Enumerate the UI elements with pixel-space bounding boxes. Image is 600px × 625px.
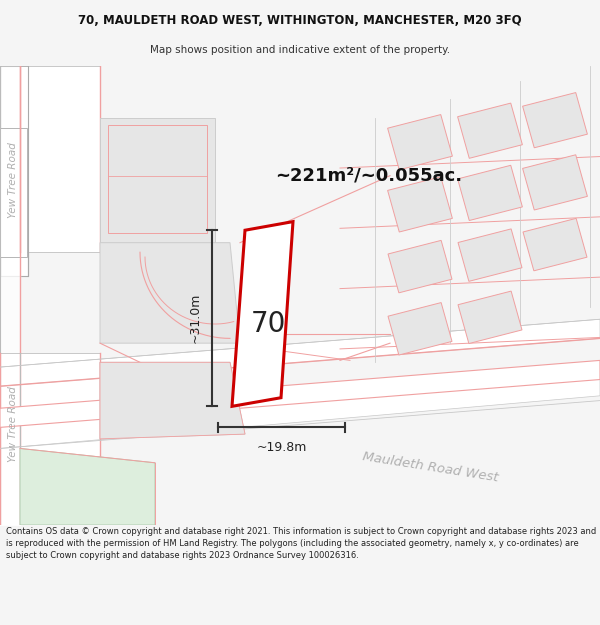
Polygon shape <box>523 92 587 148</box>
Polygon shape <box>0 377 600 449</box>
Polygon shape <box>232 222 293 406</box>
Text: ~31.0m: ~31.0m <box>189 293 202 344</box>
Text: Yew Tree Road: Yew Tree Road <box>8 142 18 218</box>
Polygon shape <box>0 66 28 276</box>
Polygon shape <box>100 242 240 343</box>
Text: 70: 70 <box>250 310 286 338</box>
Polygon shape <box>523 218 587 271</box>
Polygon shape <box>100 118 215 242</box>
Polygon shape <box>100 362 245 439</box>
Polygon shape <box>20 66 100 253</box>
Polygon shape <box>0 352 100 525</box>
Polygon shape <box>100 362 245 439</box>
Text: Mauldeth Road West: Mauldeth Road West <box>361 451 499 485</box>
Polygon shape <box>388 302 452 355</box>
Polygon shape <box>388 241 452 293</box>
Polygon shape <box>458 229 522 281</box>
Polygon shape <box>458 103 523 158</box>
Text: Yew Tree Road: Yew Tree Road <box>8 387 18 462</box>
Text: Map shows position and indicative extent of the property.: Map shows position and indicative extent… <box>150 44 450 54</box>
Text: Contains OS data © Crown copyright and database right 2021. This information is : Contains OS data © Crown copyright and d… <box>6 527 596 559</box>
Polygon shape <box>458 291 522 344</box>
Polygon shape <box>458 165 523 221</box>
Polygon shape <box>388 177 452 232</box>
Polygon shape <box>0 128 27 257</box>
Text: ~19.8m: ~19.8m <box>256 441 307 454</box>
Polygon shape <box>0 361 600 428</box>
Polygon shape <box>388 114 452 170</box>
Polygon shape <box>108 125 207 233</box>
Text: 70, MAULDETH ROAD WEST, WITHINGTON, MANCHESTER, M20 3FQ: 70, MAULDETH ROAD WEST, WITHINGTON, MANC… <box>78 14 522 28</box>
Text: ~221m²/~0.055ac.: ~221m²/~0.055ac. <box>275 167 462 184</box>
Polygon shape <box>523 155 587 210</box>
Polygon shape <box>20 449 155 525</box>
Polygon shape <box>0 319 600 386</box>
